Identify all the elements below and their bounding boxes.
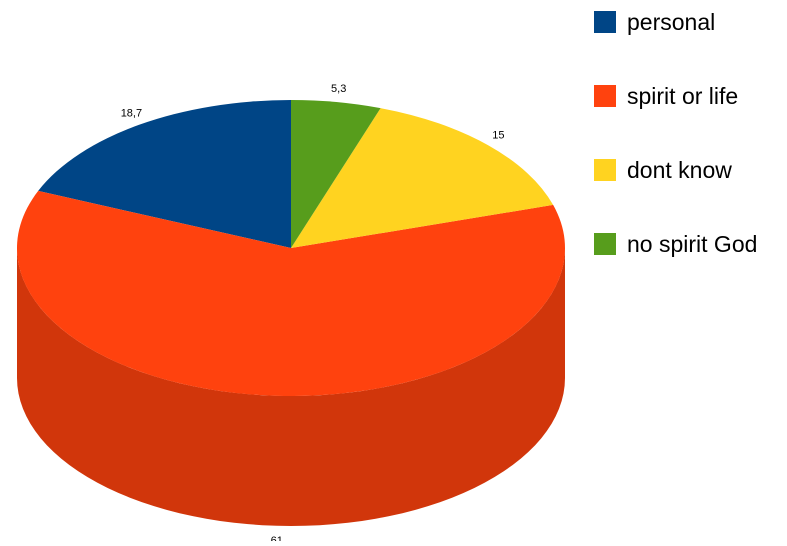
- pie-slice-no-spirit-god: [291, 100, 381, 248]
- data-label-spirit-or-life: 61: [271, 535, 283, 541]
- legend-swatch-no-spirit-god: [594, 233, 616, 255]
- legend: personal spirit or life dont know no spi…: [594, 2, 784, 298]
- data-label-personal: 18,7: [121, 108, 142, 120]
- legend-swatch-spirit-or-life: [594, 85, 616, 107]
- data-label-no-spirit-god: 5,3: [331, 83, 346, 95]
- legend-item-spirit-or-life: spirit or life: [594, 76, 784, 116]
- pie-slice-spirit-or-life: [16, 190, 565, 397]
- data-label-dont-know: 15: [492, 129, 504, 141]
- pie-side-spirit-or-life: [17, 248, 565, 526]
- legend-item-no-spirit-god: no spirit God: [594, 224, 784, 264]
- pie-slice-dont-know: [291, 108, 554, 248]
- pie-slice-personal: [38, 100, 291, 248]
- legend-label-spirit-or-life: spirit or life: [627, 82, 739, 109]
- legend-label-dont-know: dont know: [627, 156, 732, 183]
- legend-swatch-personal: [594, 11, 616, 33]
- legend-label-no-spirit-god: no spirit God: [627, 230, 758, 257]
- legend-swatch-dont-know: [594, 159, 616, 181]
- legend-item-dont-know: dont know: [594, 150, 784, 190]
- pie-side-layer: [17, 248, 565, 526]
- legend-item-personal: personal: [594, 2, 784, 42]
- pie-top-layer: [16, 100, 565, 397]
- pie-label-layer: 18,7 61 15 5,3: [121, 83, 505, 546]
- legend-label-personal: personal: [627, 8, 716, 35]
